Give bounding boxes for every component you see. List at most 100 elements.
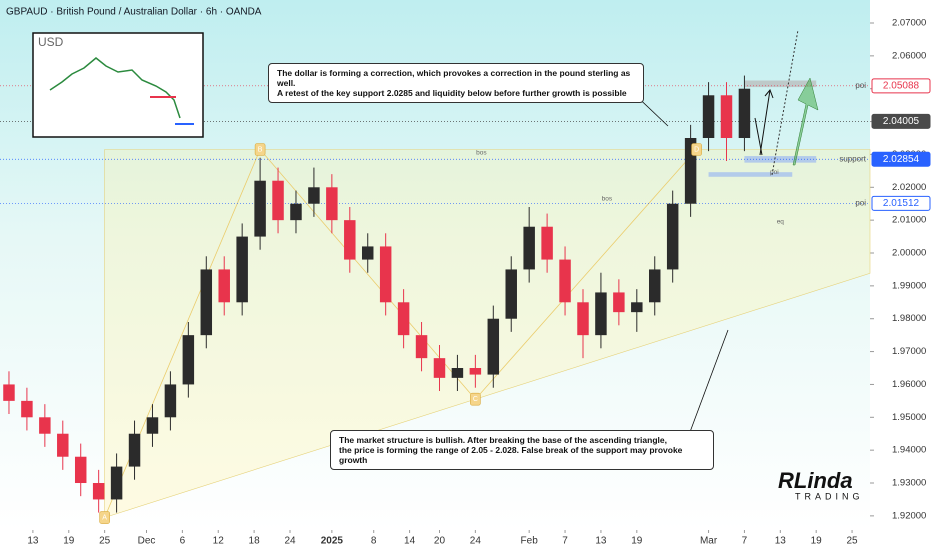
candle-body (164, 384, 177, 418)
pattern-point (691, 143, 702, 156)
price-tag (871, 195, 931, 211)
x-tick-label: 18 (249, 536, 261, 547)
candle-body (290, 203, 302, 221)
candle-body (182, 335, 195, 385)
candle-body (541, 226, 553, 260)
candle-body (236, 236, 248, 303)
x-tick-label: 2025 (321, 536, 344, 547)
pattern-point (470, 392, 481, 406)
note-box: The market structure is bullish. After b… (330, 430, 714, 470)
tag: poi (770, 169, 779, 176)
candle-body (415, 335, 428, 359)
candle-body (21, 400, 33, 418)
x-tick-label: 25 (846, 536, 858, 547)
pattern-point (254, 143, 266, 156)
x-tick-label: 13 (775, 536, 787, 547)
x-tick-label: 19 (63, 536, 75, 547)
price-tag-label: 2.02854 (883, 154, 920, 165)
candle-body (200, 269, 213, 336)
candle-body (469, 368, 482, 375)
note-box: The dollar is forming a correction, whic… (268, 63, 644, 103)
x-tick-label: 25 (99, 536, 111, 547)
logo-sub: TRADING (795, 491, 864, 501)
x-tick-label: 13 (595, 536, 607, 547)
candle-body (720, 95, 733, 139)
x-tick-label: 14 (404, 536, 416, 547)
y-tick-label: 2.06000 (892, 50, 926, 61)
x-tick-label: Mar (700, 536, 718, 547)
price-tag (871, 113, 931, 129)
arrow (771, 29, 799, 176)
candle-body (577, 302, 589, 336)
inset-sketch (49, 57, 181, 119)
arrow-head (764, 89, 774, 99)
x-tick-label: 24 (470, 536, 482, 547)
y-tick-label: 1.95000 (892, 412, 926, 423)
y-tick-label: 1.93000 (892, 478, 926, 489)
y-tick-label: 1.99000 (892, 280, 926, 291)
candle-body (326, 187, 338, 221)
y-tick-label: 1.94000 (892, 445, 926, 456)
y-tick-label: 2.07000 (892, 18, 926, 29)
level-note: poi (855, 81, 866, 90)
candle-body (631, 302, 643, 313)
tag: eq (777, 219, 785, 226)
note-line: The market structure is bullish. After b… (339, 435, 667, 445)
pattern-label: C (473, 396, 478, 403)
level-note: poi (855, 198, 866, 207)
arrow (759, 89, 771, 156)
candle-body (3, 384, 15, 401)
candle-body (74, 456, 87, 484)
x-tick-label: Feb (521, 536, 539, 547)
x-tick-label: 19 (811, 536, 823, 547)
tag: bos (476, 150, 487, 157)
x-tick-label: 8 (371, 536, 377, 547)
y-tick-label: 1.92000 (892, 510, 926, 521)
inset-frame (32, 32, 204, 138)
candle-body (505, 269, 517, 319)
candle-body (397, 302, 410, 336)
x-tick-label: 19 (631, 536, 643, 547)
pattern-label: B (258, 146, 263, 153)
candle-body (361, 246, 374, 260)
time-axis (0, 530, 870, 550)
arrow (754, 117, 763, 156)
candle-body (128, 433, 141, 467)
candle-body (451, 368, 464, 378)
y-tick-label: 1.98000 (892, 313, 926, 324)
triangle-fill (104, 149, 871, 518)
candle-body (559, 259, 571, 303)
candle-body (218, 269, 230, 303)
logo: RLinda (778, 468, 853, 493)
candle-body (39, 417, 51, 434)
pointer (689, 329, 729, 433)
price-tag-label: 2.04005 (883, 116, 920, 127)
zone (744, 80, 817, 88)
candle-body (92, 483, 105, 500)
y-tick-label: 2.01000 (892, 215, 926, 226)
x-tick-label: 6 (180, 536, 186, 547)
candle-body (613, 292, 625, 313)
candle-body (666, 203, 679, 270)
level-note: support (839, 154, 866, 163)
x-tick-label: Dec (138, 536, 156, 547)
x-tick-label: 20 (434, 536, 446, 547)
price-tag-label: 2.05088 (883, 80, 920, 91)
pattern-point (99, 511, 110, 524)
x-tick-label: 24 (284, 536, 296, 547)
x-tick-label: 13 (27, 536, 39, 547)
candle-body (110, 466, 123, 500)
candle-body (649, 269, 661, 303)
growth-arrow (792, 77, 819, 166)
tag: bos (602, 196, 613, 203)
pattern-line (104, 148, 697, 518)
zone (708, 172, 793, 177)
note-line: A retest of the key support 2.0285 and l… (277, 88, 627, 98)
candle-body (57, 433, 69, 457)
candle-body (738, 88, 751, 139)
y-tick-label: 1.97000 (892, 346, 926, 357)
chart-title: GBPAUD · British Pound / Australian Doll… (6, 7, 262, 18)
x-tick-label: 7 (562, 536, 568, 547)
pattern-label: D (694, 146, 699, 153)
